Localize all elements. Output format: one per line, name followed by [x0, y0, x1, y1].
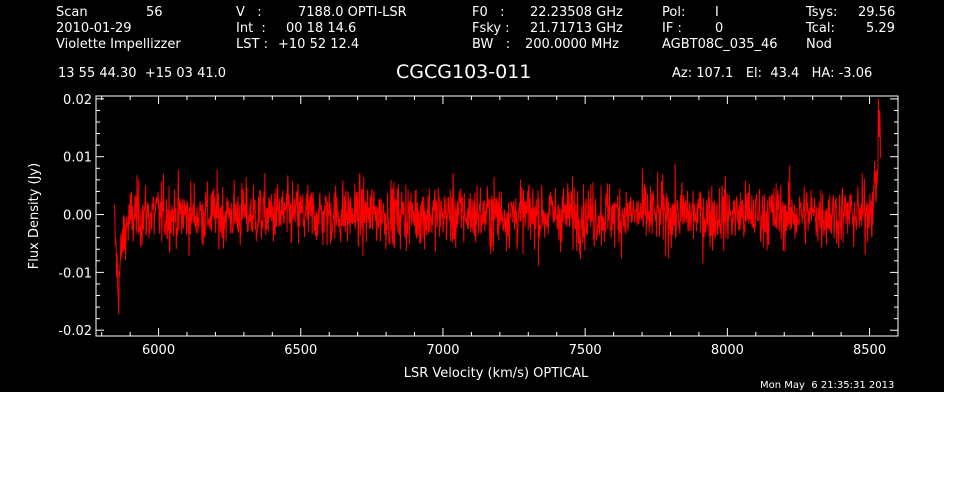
- lst-label: LST :: [236, 37, 268, 52]
- spectrum-plot-window: Scan 56 2010-01-29 Violette Impellizzer …: [0, 0, 944, 392]
- integration-label: Int :: [236, 21, 266, 36]
- rest-frequency-value: 22.23508 GHz: [530, 5, 623, 20]
- bandwidth-value: 200.0000 MHz: [525, 37, 619, 52]
- bandwidth-label: BW :: [472, 37, 511, 52]
- if-label: IF :: [662, 21, 682, 36]
- y-axis-label: Flux Density (Jy): [27, 163, 42, 269]
- pointing-info: Az: 107.1 El: 43.4 HA: -3.06: [672, 66, 873, 81]
- velocity-value: 7188.0 OPTI-LSR: [298, 5, 407, 20]
- source-coordinates: 13 55 44.30 +15 03 41.0: [58, 66, 227, 81]
- y-tick-label: -0.01: [58, 266, 92, 281]
- integration-value: 00 18 14.6: [286, 21, 357, 36]
- lst-value: +10 52 12.4: [278, 37, 360, 52]
- x-axis-label: LSR Velocity (km/s) OPTICAL: [404, 366, 589, 381]
- trace-layer: [113, 98, 882, 315]
- sky-frequency-value: 21.71713 GHz: [530, 21, 623, 36]
- y-tick-label: 0.01: [63, 151, 92, 166]
- spectrum-trace: [113, 98, 882, 315]
- axis-layer: 6000 6500 7000 7500 8000 8500 -0.02 -0.01 0.00 0.…: [58, 93, 899, 358]
- y-tick-label: -0.02: [58, 324, 92, 339]
- observer-name: Violette Impellizzer: [56, 37, 181, 52]
- velocity-label: V :: [236, 5, 262, 20]
- if-value: 0: [715, 21, 724, 36]
- observation-date: 2010-01-29: [56, 21, 132, 36]
- x-tick-label: 6000: [142, 343, 175, 358]
- x-tick-label: 8500: [853, 343, 886, 358]
- spectrum-chart: 6000 6500 7000 7500 8000 8500 -0.02 -0.01 0.00 0.…: [27, 93, 899, 381]
- tsys-value: 29.56: [858, 5, 896, 20]
- chart-title: CGCG103-011: [396, 61, 532, 83]
- y-tick-label: 0.02: [63, 93, 92, 108]
- tsys-label: Tsys:: [806, 5, 838, 20]
- plot-axes-box: [95, 95, 899, 337]
- tcal-label: Tcal:: [806, 21, 835, 36]
- x-tick-label: 6500: [284, 343, 317, 358]
- scan-label: Scan: [56, 5, 88, 20]
- x-tick-label: 7500: [569, 343, 602, 358]
- y-tick-label: 0.00: [63, 209, 92, 224]
- x-tick-label: 7000: [426, 343, 459, 358]
- project-id: AGBT08C_035_46: [662, 37, 778, 52]
- polarization-label: Pol:: [662, 5, 686, 20]
- scan-value: 56: [146, 5, 163, 20]
- observing-mode: Nod: [806, 37, 832, 52]
- rest-frequency-label: F0 :: [472, 5, 505, 20]
- plot-timestamp: Mon May 6 21:35:31 2013: [760, 380, 895, 391]
- sky-frequency-label: Fsky :: [472, 21, 510, 36]
- polarization-value: I: [715, 5, 719, 20]
- tcal-value: 5.29: [866, 21, 895, 36]
- x-tick-label: 8000: [711, 343, 744, 358]
